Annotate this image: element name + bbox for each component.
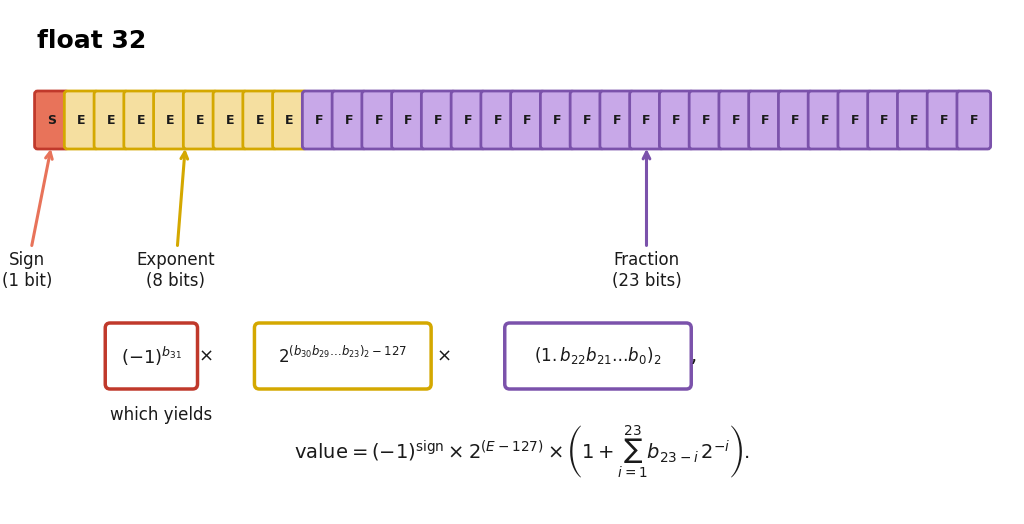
Text: F: F (553, 114, 561, 126)
FancyBboxPatch shape (897, 91, 931, 149)
Text: E: E (255, 114, 264, 126)
FancyBboxPatch shape (302, 91, 336, 149)
Text: float 32: float 32 (37, 29, 145, 53)
FancyBboxPatch shape (749, 91, 782, 149)
Text: F: F (970, 114, 978, 126)
FancyBboxPatch shape (124, 91, 158, 149)
Text: F: F (523, 114, 531, 126)
FancyBboxPatch shape (213, 91, 247, 149)
FancyBboxPatch shape (867, 91, 901, 149)
FancyBboxPatch shape (332, 91, 366, 149)
Text: F: F (494, 114, 502, 126)
FancyBboxPatch shape (570, 91, 604, 149)
Text: $,$: $,$ (690, 346, 696, 366)
Text: E: E (166, 114, 175, 126)
Text: $(-1)^{b_{31}}$: $(-1)^{b_{31}}$ (121, 344, 182, 368)
FancyBboxPatch shape (659, 91, 693, 149)
FancyBboxPatch shape (183, 91, 217, 149)
FancyBboxPatch shape (778, 91, 812, 149)
FancyBboxPatch shape (254, 323, 431, 389)
Text: Fraction
(23 bits): Fraction (23 bits) (611, 152, 681, 290)
Text: $2^{(b_{30}b_{29}\ldots b_{23})_2 - 127}$: $2^{(b_{30}b_{29}\ldots b_{23})_2 - 127}… (279, 345, 408, 367)
FancyBboxPatch shape (94, 91, 128, 149)
FancyBboxPatch shape (600, 91, 634, 149)
Text: F: F (701, 114, 711, 126)
FancyBboxPatch shape (505, 323, 691, 389)
Text: Exponent
(8 bits): Exponent (8 bits) (136, 152, 215, 290)
Text: F: F (881, 114, 889, 126)
Text: F: F (434, 114, 442, 126)
Text: F: F (404, 114, 413, 126)
Text: $\mathrm{value} = (-1)^{\mathrm{sign}} \times 2^{(E-127)} \times \left(1 + \sum_: $\mathrm{value} = (-1)^{\mathrm{sign}} \… (294, 423, 750, 481)
Text: $\times$: $\times$ (198, 347, 213, 365)
Text: S: S (47, 114, 56, 126)
FancyBboxPatch shape (689, 91, 723, 149)
FancyBboxPatch shape (154, 91, 187, 149)
FancyBboxPatch shape (105, 323, 198, 389)
FancyBboxPatch shape (511, 91, 545, 149)
FancyBboxPatch shape (65, 91, 98, 149)
Text: F: F (761, 114, 770, 126)
Text: E: E (106, 114, 115, 126)
FancyBboxPatch shape (957, 91, 990, 149)
FancyBboxPatch shape (421, 91, 455, 149)
Text: F: F (612, 114, 621, 126)
FancyBboxPatch shape (481, 91, 515, 149)
FancyBboxPatch shape (630, 91, 664, 149)
Text: Sign
(1 bit): Sign (1 bit) (2, 152, 52, 290)
Text: F: F (375, 114, 383, 126)
Text: E: E (225, 114, 234, 126)
FancyBboxPatch shape (719, 91, 753, 149)
Text: F: F (791, 114, 800, 126)
Text: F: F (583, 114, 591, 126)
Text: F: F (910, 114, 919, 126)
FancyBboxPatch shape (927, 91, 961, 149)
Text: F: F (642, 114, 650, 126)
Text: F: F (731, 114, 740, 126)
Text: $\times$: $\times$ (435, 347, 451, 365)
FancyBboxPatch shape (808, 91, 842, 149)
FancyBboxPatch shape (391, 91, 425, 149)
FancyBboxPatch shape (541, 91, 574, 149)
Text: F: F (345, 114, 353, 126)
Text: F: F (464, 114, 472, 126)
Text: E: E (136, 114, 145, 126)
Text: E: E (196, 114, 205, 126)
FancyBboxPatch shape (272, 91, 306, 149)
Text: F: F (851, 114, 859, 126)
Text: F: F (672, 114, 681, 126)
Text: F: F (940, 114, 948, 126)
FancyBboxPatch shape (452, 91, 484, 149)
Text: F: F (315, 114, 324, 126)
FancyBboxPatch shape (838, 91, 871, 149)
Text: E: E (77, 114, 85, 126)
Text: E: E (286, 114, 294, 126)
Text: $(1.b_{22}b_{21}\ldots b_0)_2$: $(1.b_{22}b_{21}\ldots b_0)_2$ (535, 345, 662, 366)
FancyBboxPatch shape (243, 91, 276, 149)
Text: which yields: which yields (111, 406, 212, 424)
FancyBboxPatch shape (35, 91, 69, 149)
FancyBboxPatch shape (361, 91, 395, 149)
Text: F: F (821, 114, 829, 126)
